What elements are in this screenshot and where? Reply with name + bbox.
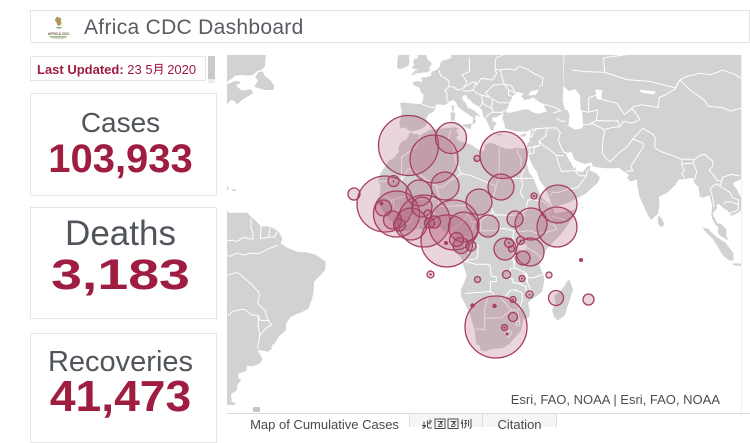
svg-text:AFRICA CDC: AFRICA CDC xyxy=(48,32,70,36)
